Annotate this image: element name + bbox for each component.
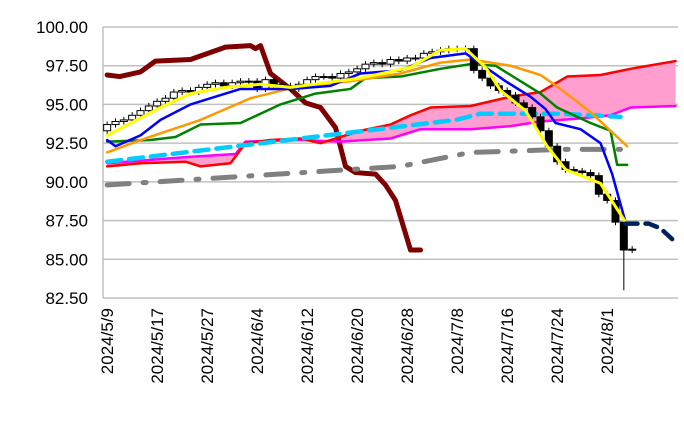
series-lines-front	[105, 47, 675, 242]
candle-body	[578, 170, 587, 174]
series-lines	[104, 43, 677, 253]
y-tick-label: 97.50	[45, 57, 88, 76]
candle-body	[136, 110, 145, 116]
candle-body	[353, 68, 362, 73]
candle	[361, 61, 370, 72]
candle	[369, 59, 378, 68]
moving-average-25-line	[104, 111, 623, 164]
candle-body	[103, 124, 112, 132]
candle-body	[203, 83, 212, 88]
candle	[111, 118, 120, 128]
candle-body	[269, 79, 278, 85]
candle	[178, 87, 187, 96]
candle-body	[328, 76, 337, 79]
candle	[386, 56, 395, 68]
x-tick-label: 2024/8/1	[598, 308, 617, 374]
x-tick-label: 2024/5/17	[148, 308, 167, 384]
candle	[478, 67, 487, 82]
candle-body	[119, 119, 128, 122]
x-tick-label: 2024/7/16	[498, 308, 517, 384]
candle	[153, 98, 162, 110]
candle-body	[619, 221, 628, 251]
candle	[586, 169, 595, 179]
forecast-line-line	[623, 221, 675, 242]
candle-body	[369, 62, 378, 65]
candle-body	[536, 116, 545, 132]
candle-body	[336, 72, 345, 79]
candle	[403, 54, 412, 65]
candle-body	[111, 120, 120, 126]
candle	[344, 68, 353, 77]
x-axis-tick-labels: 2024/5/9 2024/5/17 2024/5/27 2024/6/4 2024/6…	[98, 308, 617, 384]
candle-body	[319, 76, 328, 79]
candle	[161, 95, 170, 105]
candle-body	[528, 107, 537, 118]
y-tick-label: 95.00	[45, 95, 88, 114]
moving-average-orange-line	[105, 58, 629, 154]
y-tick-label: 92.50	[45, 134, 88, 153]
x-tick-label: 2024/5/27	[198, 308, 217, 384]
candle-body	[169, 91, 178, 99]
candle	[411, 54, 420, 62]
candle-body	[311, 76, 320, 81]
candle	[536, 113, 545, 134]
candle	[628, 246, 637, 254]
candle	[378, 59, 387, 68]
candle	[328, 73, 337, 82]
candle	[211, 79, 220, 88]
candle-body	[178, 89, 187, 93]
candle	[144, 102, 153, 114]
x-tick-label: 2024/7/8	[448, 308, 467, 374]
candle-body	[344, 71, 353, 74]
candle	[119, 116, 128, 125]
x-tick-label: 2024/6/28	[398, 308, 417, 384]
candle-body	[244, 80, 253, 83]
candle-body	[153, 100, 162, 107]
x-tick-label: 2024/7/24	[548, 308, 567, 384]
candle-body	[144, 105, 153, 112]
candle-body	[628, 248, 637, 251]
candle	[169, 88, 178, 102]
candle-body	[586, 172, 595, 177]
candle	[319, 73, 328, 80]
y-tick-label: 100.00	[36, 18, 88, 37]
x-tick-label: 2024/6/20	[348, 308, 367, 384]
candle	[311, 73, 320, 83]
candle-body	[161, 97, 170, 102]
candle-body	[394, 59, 403, 62]
candle	[203, 81, 212, 91]
candle	[353, 65, 362, 76]
x-tick-label: 2024/6/12	[298, 308, 317, 384]
base-line-line	[105, 62, 629, 167]
candle	[236, 78, 245, 86]
candle-body	[386, 59, 395, 65]
candle-body	[403, 57, 412, 62]
y-tick-label: 90.00	[45, 173, 88, 192]
candle-body	[186, 89, 195, 93]
candle-body	[236, 80, 245, 84]
candle	[103, 121, 112, 134]
candle	[619, 219, 628, 291]
candle-body	[211, 82, 220, 85]
candle-body	[361, 63, 370, 70]
candle	[244, 78, 253, 85]
x-tick-label: 2024/5/9	[98, 308, 117, 374]
gridlines	[102, 26, 678, 299]
y-tick-label: 85.00	[45, 250, 88, 269]
candle-body	[219, 82, 228, 87]
candle-body	[128, 114, 137, 121]
y-tick-label: 87.50	[45, 212, 88, 231]
x-tick-label: 2024/6/4	[248, 308, 267, 374]
candle-body	[411, 57, 420, 60]
candle	[578, 167, 587, 176]
candle-body	[378, 62, 387, 65]
candle	[528, 104, 537, 120]
y-tick-label: 82.50	[45, 289, 88, 308]
candle	[394, 56, 403, 65]
moving-average-75-line	[104, 146, 623, 188]
candle-body	[478, 69, 487, 79]
y-axis-tick-labels: 100.00 97.50 95.00 92.50 90.00 87.50 85.00 82.5…	[36, 18, 88, 308]
moving-average-5-line	[105, 47, 627, 224]
